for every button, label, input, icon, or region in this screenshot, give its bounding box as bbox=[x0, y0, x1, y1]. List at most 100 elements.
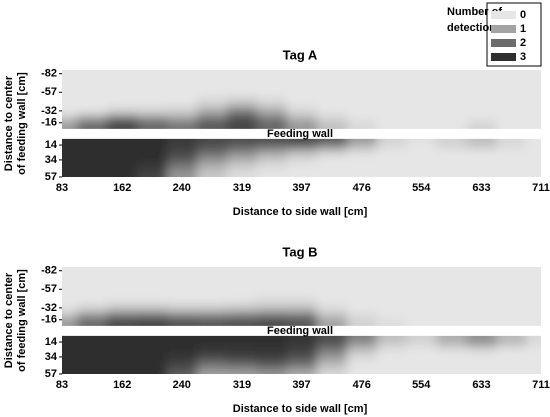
heatmap-cell bbox=[137, 275, 168, 285]
heatmap-cell bbox=[526, 70, 541, 79]
x-tick-label: 397 bbox=[292, 182, 310, 194]
heatmap-cell bbox=[376, 142, 407, 150]
heatmap-cell bbox=[227, 124, 258, 129]
heatmap-cell bbox=[137, 106, 168, 115]
heatmap-cell bbox=[286, 87, 318, 98]
heatmap-cell bbox=[496, 360, 527, 371]
x-tick-label: 633 bbox=[472, 379, 490, 391]
heatmap-cell bbox=[406, 142, 438, 150]
legend-label: 2 bbox=[520, 37, 526, 49]
heatmap-cell bbox=[346, 113, 378, 121]
heatmap-cell bbox=[436, 310, 468, 318]
x-tick-label: 319 bbox=[233, 379, 251, 391]
heatmap-cell bbox=[62, 138, 78, 144]
heatmap-cell bbox=[256, 172, 288, 177]
heatmap-cell bbox=[197, 321, 228, 326]
heatmap-cell bbox=[436, 119, 468, 126]
heatmap-cell bbox=[406, 316, 438, 323]
heatmap-cell bbox=[62, 310, 78, 318]
y-tick-label: 14 bbox=[45, 336, 58, 348]
heatmap-cell bbox=[376, 303, 407, 312]
heatmap-cell bbox=[346, 345, 378, 354]
heatmap-cell bbox=[286, 267, 318, 276]
x-tick-label: 319 bbox=[233, 182, 251, 194]
heatmap-cell bbox=[76, 106, 108, 115]
heatmap-cell bbox=[526, 339, 541, 347]
heatmap-cell bbox=[406, 113, 438, 121]
heatmap-cell bbox=[316, 78, 348, 88]
heatmap-cell bbox=[256, 345, 288, 354]
heatmap-cell bbox=[436, 78, 468, 88]
heatmap-cell bbox=[406, 78, 438, 88]
heatmap-cell bbox=[62, 284, 78, 295]
heatmap-cell bbox=[166, 316, 198, 323]
heatmap-cells bbox=[62, 335, 541, 374]
x-tick-label: 397 bbox=[292, 379, 310, 391]
heatmap-cell bbox=[137, 310, 168, 318]
heatmap-cell bbox=[227, 148, 258, 157]
heatmap-cell bbox=[466, 70, 497, 79]
heatmap-cell bbox=[197, 119, 228, 126]
heatmap-cell bbox=[286, 119, 318, 126]
heatmap-cell bbox=[256, 275, 288, 285]
x-tick-label: 476 bbox=[353, 379, 371, 391]
heatmap-cell bbox=[107, 275, 138, 285]
heatmap-cell bbox=[137, 293, 168, 304]
heatmap-cell bbox=[436, 303, 468, 312]
heatmap-cell bbox=[286, 310, 318, 318]
heatmap-cell bbox=[466, 275, 497, 285]
heatmap-cell bbox=[526, 353, 541, 362]
heatmap-cell bbox=[62, 275, 78, 285]
heatmap-cell bbox=[256, 316, 288, 323]
heatmap-cell bbox=[316, 345, 348, 354]
heatmap-cell bbox=[137, 78, 168, 88]
legend-swatch bbox=[491, 11, 516, 19]
heatmap-cell bbox=[346, 124, 378, 129]
heatmap-cell bbox=[496, 156, 527, 165]
y-tick-label: 34 bbox=[45, 351, 58, 363]
heatmap-cell bbox=[346, 96, 378, 107]
heatmap-cell bbox=[286, 284, 318, 295]
heatmap-cell bbox=[286, 293, 318, 304]
heatmap-cell bbox=[406, 345, 438, 354]
heatmap-cell bbox=[137, 360, 168, 371]
heatmap-cell bbox=[197, 335, 228, 341]
heatmap-cell bbox=[436, 156, 468, 165]
heatmap-cell bbox=[227, 113, 258, 121]
heatmap-cell bbox=[197, 142, 228, 150]
heatmap-cell bbox=[137, 142, 168, 150]
heatmap-cell bbox=[107, 124, 138, 129]
heatmap-cell bbox=[496, 142, 527, 150]
heatmap-cell bbox=[197, 113, 228, 121]
heatmap-cell bbox=[197, 124, 228, 129]
heatmap-cell bbox=[316, 275, 348, 285]
heatmap-cell bbox=[316, 156, 348, 165]
heatmap-cell bbox=[197, 87, 228, 98]
heatmap-cell bbox=[137, 321, 168, 326]
x-tick-label: 240 bbox=[173, 182, 191, 194]
heatmap-cell bbox=[346, 106, 378, 115]
y-axis-label: of feeding wall [cm] bbox=[16, 269, 28, 372]
heatmap-cell bbox=[376, 87, 407, 98]
heatmap-cell bbox=[466, 124, 497, 129]
heatmap-region bbox=[62, 267, 541, 326]
heatmap-cell bbox=[62, 339, 78, 347]
heatmap-cell bbox=[496, 172, 527, 177]
y-tick-label: -32 bbox=[41, 302, 57, 314]
heatmap-cell bbox=[466, 303, 497, 312]
heatmap-cell bbox=[376, 70, 407, 79]
heatmap-cell bbox=[316, 339, 348, 347]
heatmap-cell bbox=[376, 113, 407, 121]
heatmap-cell bbox=[286, 353, 318, 362]
heatmap-cell bbox=[166, 353, 198, 362]
heatmap-cell bbox=[406, 119, 438, 126]
x-axis-label: Distance to side wall [cm] bbox=[233, 206, 368, 218]
heatmap-cell bbox=[256, 163, 288, 174]
legend-swatch bbox=[491, 25, 516, 33]
heatmap-cell bbox=[256, 138, 288, 144]
heatmap-cell bbox=[76, 267, 108, 276]
heatmap-region bbox=[62, 335, 541, 374]
heatmap-cell bbox=[316, 106, 348, 115]
heatmap-cell bbox=[227, 106, 258, 115]
heatmap-cell bbox=[376, 360, 407, 371]
